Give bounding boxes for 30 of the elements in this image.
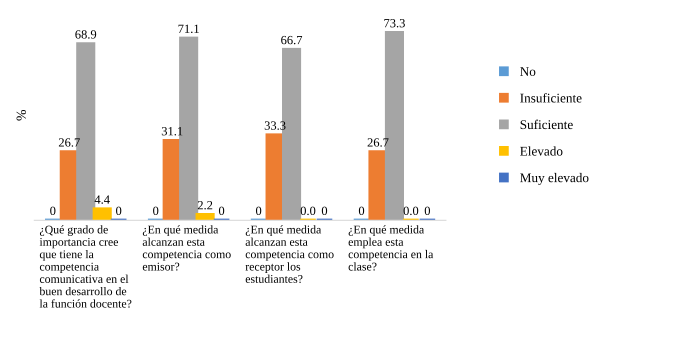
legend-label: Insuficiente (520, 93, 582, 103)
data-label: 71.1 (178, 24, 199, 34)
data-label: 0 (116, 206, 122, 216)
data-label: 0 (50, 206, 56, 216)
legend-label: Elevado (520, 146, 562, 156)
x-tick-label: ¿En qué medida emplea esta competencia en la clase? (348, 225, 434, 271)
data-label: 0.0 (404, 206, 418, 216)
data-label: 0 (358, 206, 364, 216)
data-label: 68.9 (75, 30, 96, 39)
legend-label: Suficiente (520, 120, 573, 130)
data-label: 2.2 (198, 201, 212, 210)
data-label: 0 (218, 206, 224, 216)
data-label: 73.3 (384, 18, 405, 28)
data-label: 66.7 (281, 36, 302, 44)
data-label: 4.4 (94, 195, 110, 204)
legend-label: No (520, 67, 536, 76)
x-tick-label: ¿En qué medida alcanzan esta competencia como receptor los estudiantes? (245, 225, 334, 283)
data-label: 0 (322, 206, 328, 216)
data-label: 0 (153, 206, 158, 216)
y-axis-title: % (16, 110, 26, 121)
data-label: 31.1 (162, 127, 182, 136)
data-label: 26.7 (58, 138, 80, 147)
data-label: 0 (424, 206, 430, 216)
data-label: 0.0 (300, 206, 316, 216)
x-tick-label: ¿Qué grado de importancia cree que tiene la competencia comunicativa en el buen desarrollo de la función docente? (39, 225, 132, 308)
data-label: 26.7 (368, 138, 389, 147)
legend-label: Muy elevado (520, 172, 588, 185)
x-tick-label: ¿En qué medida alcanzan esta competencia como emisor? (142, 225, 231, 271)
data-label: 0 (256, 206, 262, 216)
data-label: 33.3 (264, 121, 286, 130)
